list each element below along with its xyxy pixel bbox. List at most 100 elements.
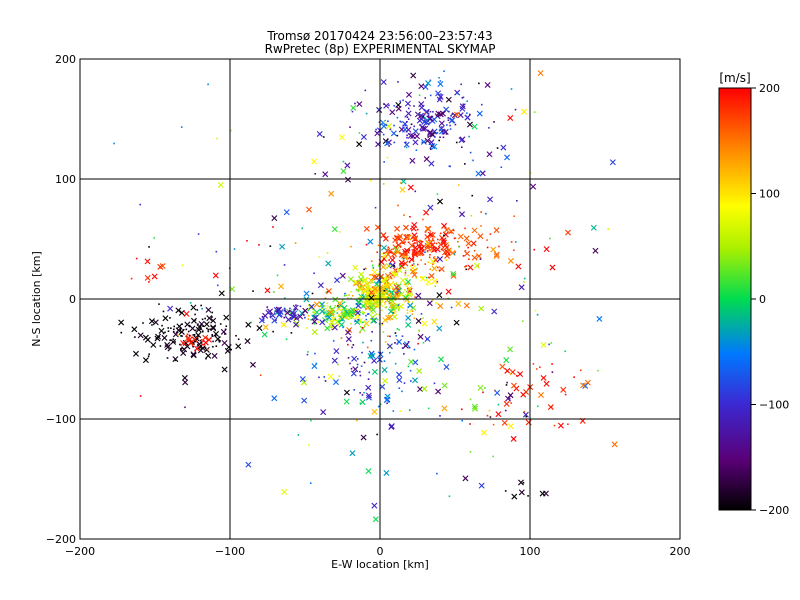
data-point-cross: [475, 170, 482, 177]
data-point-dot: [418, 94, 421, 96]
data-point-cross: [297, 313, 304, 320]
data-point-dot: [361, 351, 363, 354]
data-point-cross: [302, 307, 309, 314]
data-point-cross: [320, 409, 327, 416]
data-point-dot: [139, 395, 142, 397]
data-point-cross: [453, 111, 460, 118]
data-point-cross: [411, 271, 418, 278]
data-point-cross: [540, 341, 547, 348]
data-point-dot: [207, 328, 210, 331]
data-point-dot: [525, 415, 528, 418]
data-point-dot: [424, 263, 427, 265]
data-point-dot: [404, 289, 406, 291]
data-point-dot: [337, 320, 340, 323]
data-point-dot: [189, 302, 192, 304]
data-point-dot: [334, 305, 337, 307]
data-point-cross: [339, 315, 346, 322]
data-point-dot: [453, 253, 456, 255]
data-point-dot: [413, 249, 416, 252]
data-point-dot: [396, 273, 398, 276]
data-point-dot: [365, 314, 367, 317]
data-point-dot: [513, 249, 515, 252]
data-point-dot: [508, 397, 511, 400]
data-point-dot: [439, 415, 441, 417]
plot-frame: [79, 58, 681, 540]
data-point-dot: [276, 311, 279, 313]
data-point-cross: [371, 368, 378, 375]
data-point-cross: [510, 435, 517, 442]
data-point-cross: [440, 237, 447, 244]
data-point-dot: [436, 472, 438, 475]
data-point-cross: [371, 269, 378, 276]
data-point-dot: [424, 116, 426, 119]
data-point-cross: [189, 325, 196, 332]
data-point-dot: [388, 287, 391, 290]
data-point-dot: [383, 289, 386, 292]
data-point-cross: [325, 288, 332, 295]
data-point-dot: [201, 330, 204, 333]
data-point-dot: [229, 129, 232, 132]
data-point-cross: [164, 341, 171, 348]
data-point-cross: [389, 262, 396, 269]
data-point-cross: [355, 302, 362, 309]
data-point-dot: [139, 203, 142, 206]
data-point-cross: [478, 482, 485, 489]
data-point-dot: [200, 304, 202, 307]
data-point-dot: [466, 112, 468, 114]
data-point-dot: [337, 315, 340, 317]
data-point-dot: [429, 110, 432, 113]
data-point-cross: [273, 306, 280, 313]
data-point-dot: [436, 238, 439, 241]
data-point-cross: [405, 278, 412, 285]
data-point-dot: [418, 330, 421, 333]
data-point-cross: [580, 382, 587, 389]
data-point-dot: [387, 296, 389, 299]
data-point-dot: [382, 133, 385, 136]
data-point-dot: [440, 93, 442, 95]
data-point-dot: [237, 338, 240, 341]
data-point-dot: [326, 319, 329, 321]
data-point-cross: [371, 502, 378, 509]
data-point-dot: [399, 100, 402, 103]
data-point-cross: [425, 80, 432, 87]
data-point-dot: [199, 339, 202, 342]
data-point-cross: [213, 330, 220, 337]
data-point-dot: [188, 334, 191, 337]
data-point-dot: [369, 179, 372, 182]
data-point-dot: [393, 104, 396, 107]
data-point-dot: [383, 291, 386, 294]
data-point-dot: [174, 359, 177, 362]
data-point-cross: [426, 300, 433, 307]
data-point-dot: [410, 227, 412, 230]
data-point-dot: [462, 255, 465, 257]
y-tick-label: −100: [46, 413, 76, 426]
data-point-cross: [381, 366, 388, 373]
data-point-cross: [372, 516, 379, 523]
data-point-dot: [403, 382, 406, 384]
data-point-dot: [362, 313, 364, 315]
data-point-dot: [352, 280, 355, 283]
data-point-dot: [461, 97, 464, 99]
data-point-cross: [386, 123, 393, 130]
data-point-dot: [392, 410, 395, 412]
data-point-dot: [433, 256, 436, 258]
data-point-dot: [383, 360, 386, 362]
data-point-dot: [432, 263, 434, 265]
data-point-dot: [261, 315, 264, 318]
data-point-dot: [432, 110, 434, 113]
data-point-cross: [425, 279, 432, 286]
data-point-dot: [488, 127, 490, 129]
data-point-cross: [517, 371, 524, 378]
data-point-dot: [134, 336, 136, 338]
data-point-dot: [363, 361, 366, 364]
data-point-dot: [273, 291, 275, 293]
data-point-cross: [363, 225, 370, 232]
data-point-cross: [380, 232, 387, 239]
data-point-dot: [406, 136, 408, 139]
data-point-dot: [290, 332, 293, 334]
data-point-cross: [396, 267, 403, 274]
data-point-dot: [427, 261, 430, 264]
data-point-cross: [327, 309, 334, 316]
data-point-dot: [405, 258, 408, 260]
